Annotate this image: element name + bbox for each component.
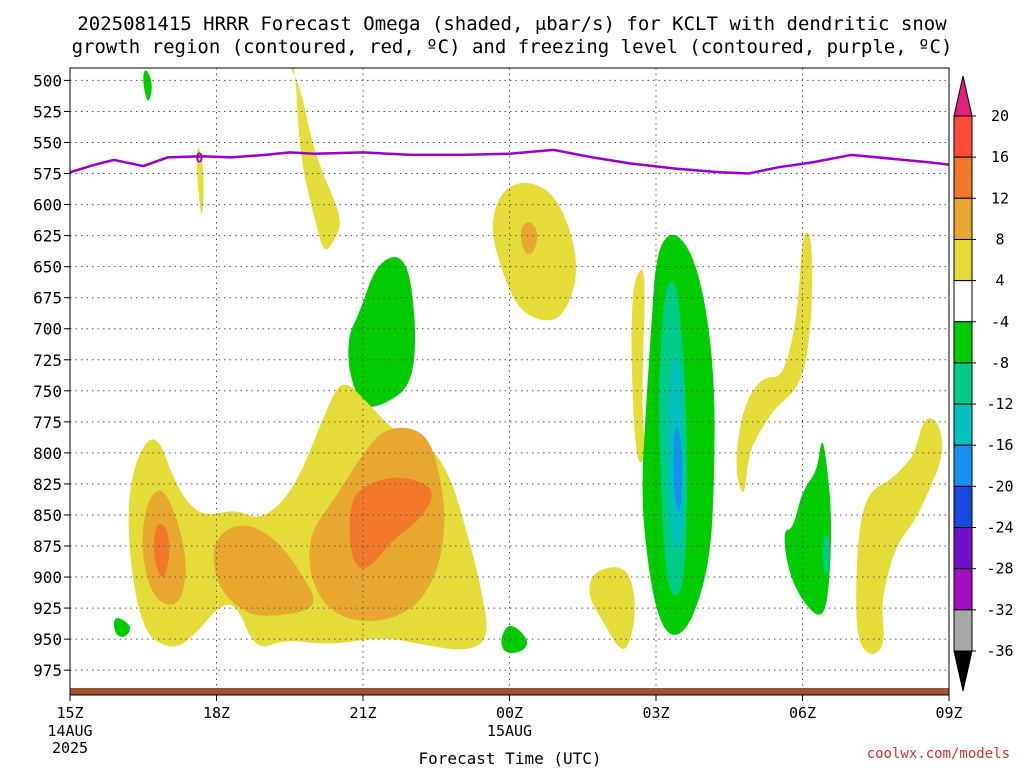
title-line-2: growth region (contoured, red, ºC) and f… bbox=[72, 36, 953, 58]
y-tick-label: 925 bbox=[33, 599, 62, 618]
colorbar-bottom-arrow bbox=[953, 650, 973, 692]
omega-shading bbox=[114, 68, 943, 655]
colorbar-label: -20 bbox=[986, 477, 1013, 495]
colorbar-label: 20 bbox=[991, 107, 1009, 125]
y-axis-ticks: 500 525 550 575 600 625 650 675 700 725 750 775 800 8… bbox=[33, 71, 70, 680]
colorbar-segment bbox=[953, 527, 973, 570]
colorbar-segment bbox=[953, 485, 973, 529]
colorbar-label: 8 bbox=[995, 230, 1004, 248]
omega-region-yellow bbox=[589, 567, 635, 649]
omega-region-orange bbox=[153, 523, 170, 578]
footer-credit: coolwx.com/models bbox=[867, 746, 1010, 762]
freezing-level-line bbox=[70, 148, 949, 175]
colorbar-label: -36 bbox=[986, 642, 1013, 660]
colorbar-segment bbox=[953, 156, 973, 199]
y-tick-label: 750 bbox=[33, 382, 62, 401]
colorbar-top-arrow bbox=[953, 75, 973, 117]
x-tick-label: 18Z bbox=[203, 704, 230, 722]
colorbar-label: 16 bbox=[991, 148, 1009, 166]
y-tick-label: 500 bbox=[33, 71, 62, 90]
omega-region-green bbox=[114, 618, 131, 638]
x-tick-label: 03Z bbox=[642, 704, 669, 722]
omega-region-gold bbox=[213, 525, 314, 616]
colorbar-label: 12 bbox=[991, 189, 1009, 207]
omega-region-blue bbox=[673, 427, 683, 511]
x-axis-label: Forecast Time (UTC) bbox=[418, 749, 601, 768]
omega-region-green bbox=[501, 626, 528, 653]
x-tick-date-label: 15AUG bbox=[487, 722, 532, 740]
colorbar-label: -12 bbox=[986, 395, 1013, 413]
colorbar-label: -32 bbox=[986, 601, 1013, 619]
ground-bar bbox=[70, 688, 949, 695]
y-tick-label: 625 bbox=[33, 227, 62, 246]
colorbar-segment bbox=[953, 197, 973, 240]
y-tick-label: 600 bbox=[33, 196, 62, 215]
colorbar-segment bbox=[953, 444, 973, 487]
freezing-level-label: 0 bbox=[195, 151, 203, 166]
omega-region-orange bbox=[349, 477, 432, 569]
x-tick-date-label: 14AUG bbox=[47, 722, 92, 740]
y-tick-label: 700 bbox=[33, 320, 62, 339]
y-tick-label: 675 bbox=[33, 289, 62, 308]
colorbar-label: -16 bbox=[986, 436, 1013, 454]
x-tick-date-label: 2025 bbox=[52, 739, 88, 757]
x-tick-label: 06Z bbox=[789, 704, 816, 722]
omega-region-teal bbox=[822, 535, 830, 575]
y-tick-label: 975 bbox=[33, 661, 62, 680]
y-tick-label: 525 bbox=[33, 102, 62, 121]
colorbar-label: -8 bbox=[991, 354, 1009, 372]
colorbar-label: 4 bbox=[995, 272, 1004, 290]
omega-region-yellow bbox=[631, 269, 645, 463]
colorbar-segment bbox=[953, 321, 973, 364]
y-tick-label: 775 bbox=[33, 413, 62, 432]
omega-region-yellow bbox=[197, 147, 204, 214]
y-tick-label: 650 bbox=[33, 258, 62, 277]
y-tick-label: 800 bbox=[33, 444, 62, 463]
omega-region-yellow bbox=[290, 68, 340, 250]
omega-region-green bbox=[784, 442, 831, 615]
omega-region-green bbox=[348, 257, 416, 407]
colorbar-label: -24 bbox=[986, 519, 1013, 537]
y-tick-label: 550 bbox=[33, 133, 62, 152]
x-tick-label: 21Z bbox=[349, 704, 376, 722]
chart-title: 2025081415 HRRR Forecast Omega (shaded, … bbox=[72, 13, 953, 58]
y-tick-label: 850 bbox=[33, 506, 62, 525]
omega-region-gold bbox=[520, 222, 538, 255]
omega-region-yellow bbox=[492, 182, 577, 321]
x-tick-label: 09Z bbox=[935, 704, 962, 722]
title-line-1: 2025081415 HRRR Forecast Omega (shaded, … bbox=[77, 13, 947, 35]
colorbar-segment bbox=[953, 403, 973, 446]
colorbar-label: -4 bbox=[991, 313, 1009, 331]
colorbar-segment bbox=[953, 238, 973, 282]
colorbar-label: -28 bbox=[986, 560, 1013, 578]
colorbar-segment bbox=[953, 568, 973, 611]
colorbar: 20 16 12 8 4 -4 -8 -12 -16 -20 -24 -28 -32 -36 bbox=[953, 75, 1014, 692]
colorbar-segment bbox=[953, 280, 973, 323]
omega-region-yellow bbox=[736, 232, 813, 492]
y-tick-label: 875 bbox=[33, 537, 62, 556]
y-tick-label: 825 bbox=[33, 475, 62, 494]
colorbar-segment bbox=[953, 609, 973, 652]
omega-region-yellow bbox=[856, 418, 943, 655]
y-tick-label: 900 bbox=[33, 568, 62, 587]
colorbar-segment bbox=[953, 115, 973, 158]
x-tick-label: 15Z bbox=[56, 704, 83, 722]
omega-region-green bbox=[143, 70, 152, 101]
y-tick-label: 950 bbox=[33, 630, 62, 649]
y-tick-label: 575 bbox=[33, 165, 62, 184]
freezing-level-contour: 0 bbox=[70, 148, 949, 175]
colorbar-segment bbox=[953, 362, 973, 405]
x-tick-label: 00Z bbox=[496, 704, 523, 722]
y-tick-label: 725 bbox=[33, 351, 62, 370]
